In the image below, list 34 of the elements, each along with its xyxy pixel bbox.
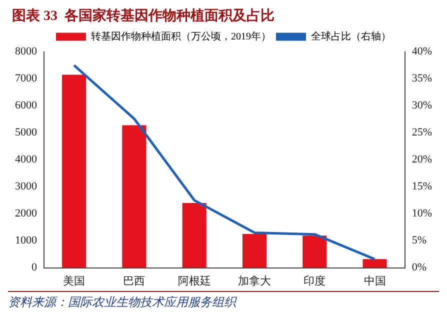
y2-tick-label: 25% (412, 126, 432, 139)
bar (302, 236, 327, 268)
chart-title: 图表 33 各国家转基因作物种植面积及占比 (12, 7, 274, 24)
y-tick-label: 3000 (15, 180, 38, 193)
y-tick-label: 7000 (15, 72, 38, 85)
y2-tick-label: 5% (412, 234, 427, 247)
legend-label: 转基因作物种植面积（万公顷，2019年） (91, 30, 271, 42)
y-tick-label: 5000 (15, 126, 38, 139)
x-tick-label: 巴西 (123, 275, 146, 288)
x-tick-label: 美国 (63, 274, 86, 288)
x-tick-label: 印度 (304, 274, 326, 288)
y-tick-label: 8000 (15, 46, 38, 58)
bar (362, 259, 387, 268)
y-tick-label: 0 (32, 262, 38, 274)
y2-tick-label: 30% (412, 100, 432, 112)
x-tick-label: 加拿大 (238, 274, 271, 288)
bar (242, 234, 267, 268)
y-tick-label: 2000 (15, 208, 38, 220)
y-tick-label: 6000 (15, 100, 38, 112)
y2-tick-label: 10% (412, 208, 432, 220)
bar (122, 125, 146, 268)
y2-tick-label: 35% (412, 72, 432, 85)
legend-label: 全球占比（右轴） (311, 30, 391, 42)
bar (62, 74, 86, 268)
y-tick-label: 4000 (15, 154, 38, 166)
bar (182, 203, 206, 268)
y-tick-label: 1000 (15, 234, 38, 247)
y2-tick-label: 0% (412, 262, 427, 274)
x-tick-label: 阿根廷 (178, 275, 211, 288)
text: 资料来源：国际农业生物技术应用服务组织 (8, 291, 439, 311)
x-tick-label: 中国 (364, 274, 386, 288)
y2-tick-label: 20% (412, 154, 432, 166)
y2-tick-label: 40% (412, 46, 432, 58)
y2-tick-label: 15% (412, 180, 432, 193)
